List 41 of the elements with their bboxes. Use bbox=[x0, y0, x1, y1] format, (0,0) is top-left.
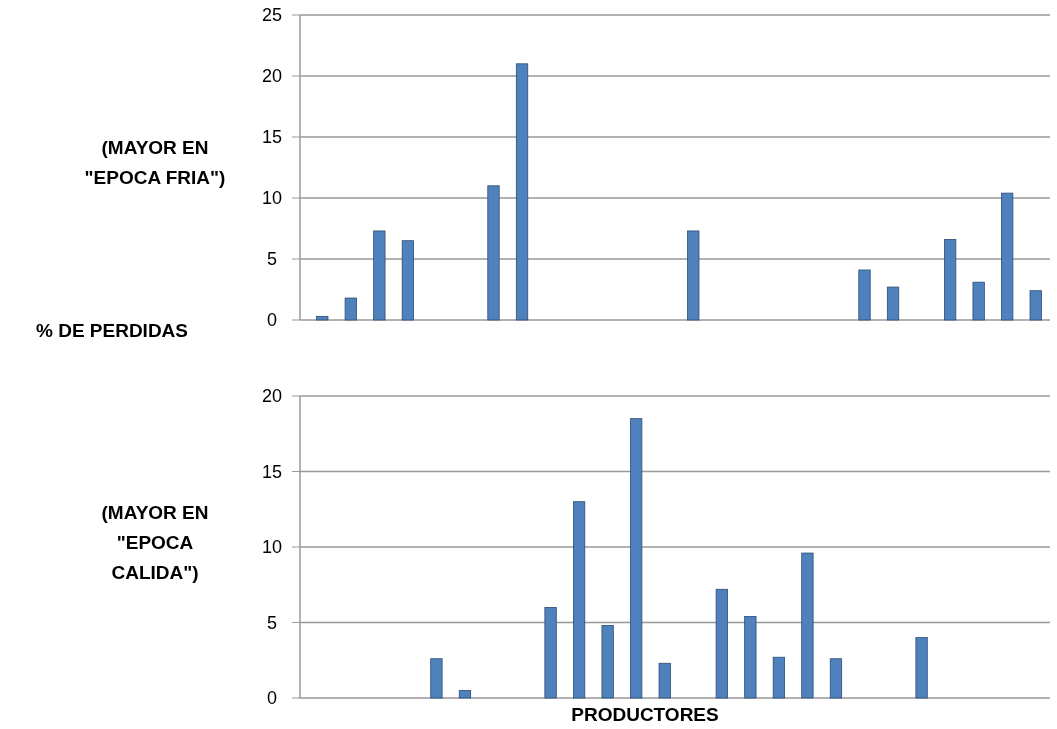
bar bbox=[801, 552, 814, 699]
bar bbox=[316, 315, 329, 321]
x-axis-title: PRODUCTORES bbox=[571, 704, 719, 725]
bar bbox=[1001, 192, 1014, 321]
y-tick-label: 20 bbox=[261, 66, 283, 87]
bar bbox=[886, 286, 900, 321]
y-tick-label: 15 bbox=[261, 461, 283, 482]
bar bbox=[630, 418, 643, 699]
bar bbox=[430, 658, 443, 699]
bar bbox=[601, 625, 614, 699]
bar bbox=[373, 230, 386, 321]
y-axis-title: (MAYOR EN "EPOCA CALIDA") bbox=[101, 502, 209, 583]
bar bbox=[544, 607, 557, 699]
bar bbox=[972, 281, 985, 321]
y-tick-label: 25 bbox=[261, 5, 283, 26]
y-tick-label: 20 bbox=[261, 386, 283, 407]
y-tick-label: 0 bbox=[266, 310, 278, 331]
y-tick-label: 0 bbox=[266, 688, 278, 709]
bar bbox=[772, 656, 785, 699]
bar bbox=[573, 501, 586, 699]
bar bbox=[401, 240, 414, 321]
bar bbox=[858, 269, 871, 321]
bar bbox=[1029, 290, 1042, 321]
bar bbox=[344, 297, 357, 321]
bar bbox=[687, 230, 700, 321]
y-tick-label: 10 bbox=[261, 188, 283, 209]
bar bbox=[458, 690, 472, 699]
bar bbox=[515, 63, 529, 321]
y-tick-label: 5 bbox=[266, 249, 278, 270]
text: % DE PERDIDAS bbox=[35, 320, 189, 341]
y-tick-label: 5 bbox=[266, 612, 278, 633]
y-tick-label: 15 bbox=[261, 127, 283, 148]
y-tick-label: 10 bbox=[261, 537, 283, 558]
bar bbox=[715, 588, 728, 699]
bar bbox=[915, 637, 928, 699]
bar bbox=[829, 658, 843, 699]
bar bbox=[658, 662, 671, 699]
bar bbox=[944, 239, 957, 321]
bar bbox=[744, 616, 757, 699]
y-axis-title: (MAYOR EN "EPOCA FRIA") bbox=[84, 136, 226, 188]
bar bbox=[487, 185, 500, 321]
